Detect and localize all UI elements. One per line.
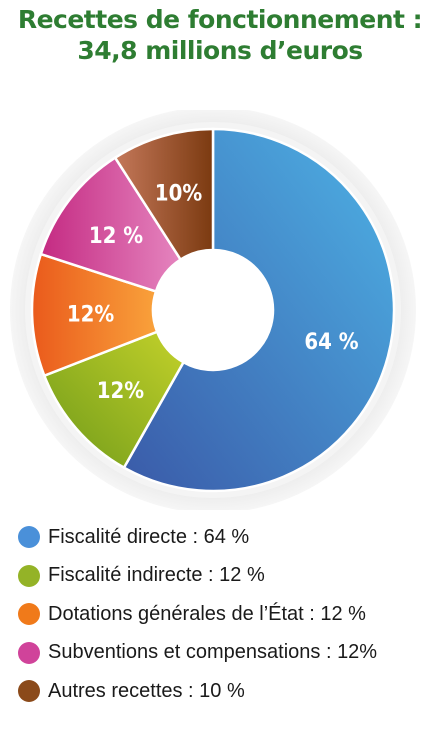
legend-item: Dotations générales de l’État : 12 % — [18, 595, 433, 634]
donut-hole — [153, 250, 273, 370]
legend-label: Dotations générales de l’État : 12 % — [48, 602, 366, 625]
legend-swatch — [18, 680, 40, 703]
slice-label: 12 % — [89, 224, 143, 249]
legend-label: Fiscalité indirecte : 12 % — [48, 564, 265, 587]
legend-item: Fiscalité directe : 64 % — [18, 518, 433, 557]
legend-swatch — [18, 564, 40, 587]
legend-swatch — [18, 603, 40, 626]
donut-chart: 64 % 12% 12% 12 % 10% — [10, 110, 416, 510]
slice-label: 12% — [67, 302, 115, 327]
legend-item: Subventions et compensations : 12% — [18, 634, 433, 673]
legend-swatch — [18, 641, 40, 664]
legend: Fiscalité directe : 64 % Fiscalité indire… — [18, 518, 433, 711]
legend-swatch — [18, 526, 40, 549]
legend-label: Fiscalité directe : 64 % — [48, 525, 250, 548]
chart-title: Recettes de fonctionnement : 34,8 millio… — [0, 4, 440, 66]
slice-label: 12% — [97, 379, 145, 404]
slice-label: 64 % — [304, 330, 358, 355]
slice-label: 10% — [155, 181, 203, 206]
chart-title-line2: 34,8 millions d’euros — [77, 36, 363, 65]
legend-label: Subventions et compensations : 12% — [48, 641, 378, 664]
legend-item: Fiscalité indirecte : 12 % — [18, 557, 433, 596]
chart-title-line1: Recettes de fonctionnement : — [17, 5, 423, 34]
legend-label: Autres recettes : 10 % — [48, 679, 245, 702]
legend-item: Autres recettes : 10 % — [18, 672, 433, 711]
